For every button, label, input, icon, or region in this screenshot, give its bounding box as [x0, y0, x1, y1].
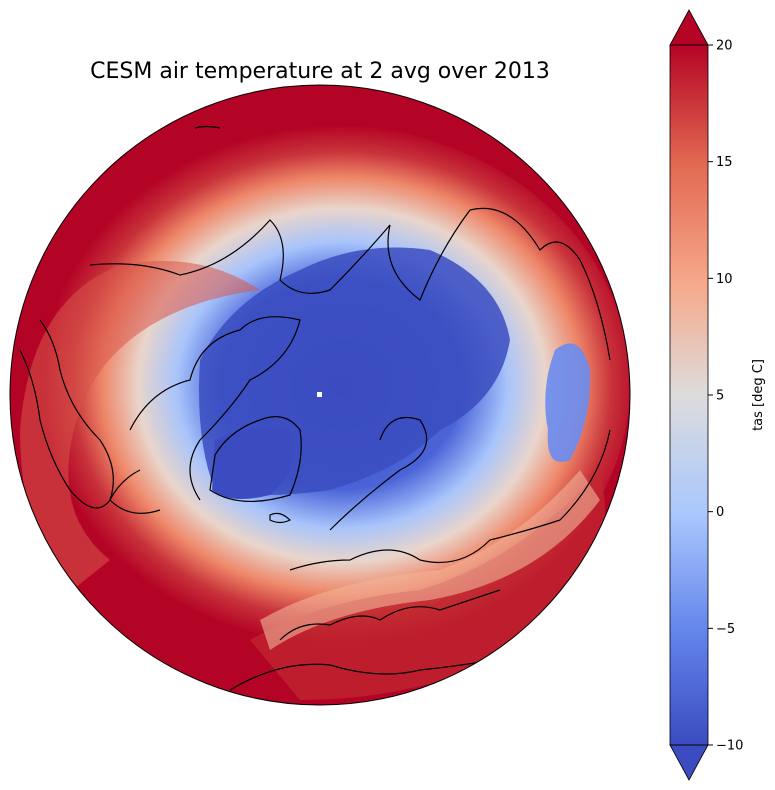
plateau-cold-spot — [545, 343, 591, 462]
colorbar-gradient — [670, 45, 708, 745]
colorbar-tick-label: 0 — [716, 505, 724, 520]
colorbar-tick-label: 15 — [716, 155, 733, 170]
mid-region-south — [260, 470, 600, 650]
colorbar-tick-label: 10 — [716, 272, 733, 287]
coastlines — [19, 125, 611, 691]
globe-outline — [9, 84, 631, 706]
pole-marker — [317, 392, 322, 397]
colorbar-tick-label: −5 — [716, 622, 735, 637]
colorbar-tick-label: −10 — [716, 739, 743, 754]
colorbar: 20 15 10 5 0 −5 −10 tas [deg C] — [669, 9, 766, 781]
colorbar-tick-label: 20 — [716, 39, 733, 54]
plot-title: CESM air temperature at 2 avg over 2013 — [90, 59, 550, 84]
colorbar-max-extend — [669, 9, 709, 46]
colorbar-tick-label: 5 — [716, 389, 724, 404]
greenland-cold — [212, 426, 293, 499]
warm-region-west — [20, 260, 260, 600]
colorbar-min-extend — [669, 744, 709, 781]
colorbar-label: tas [deg C] — [751, 359, 766, 431]
polar-map — [10, 85, 630, 705]
colorbar-ticks: 20 15 10 5 0 −5 −10 — [708, 39, 743, 754]
